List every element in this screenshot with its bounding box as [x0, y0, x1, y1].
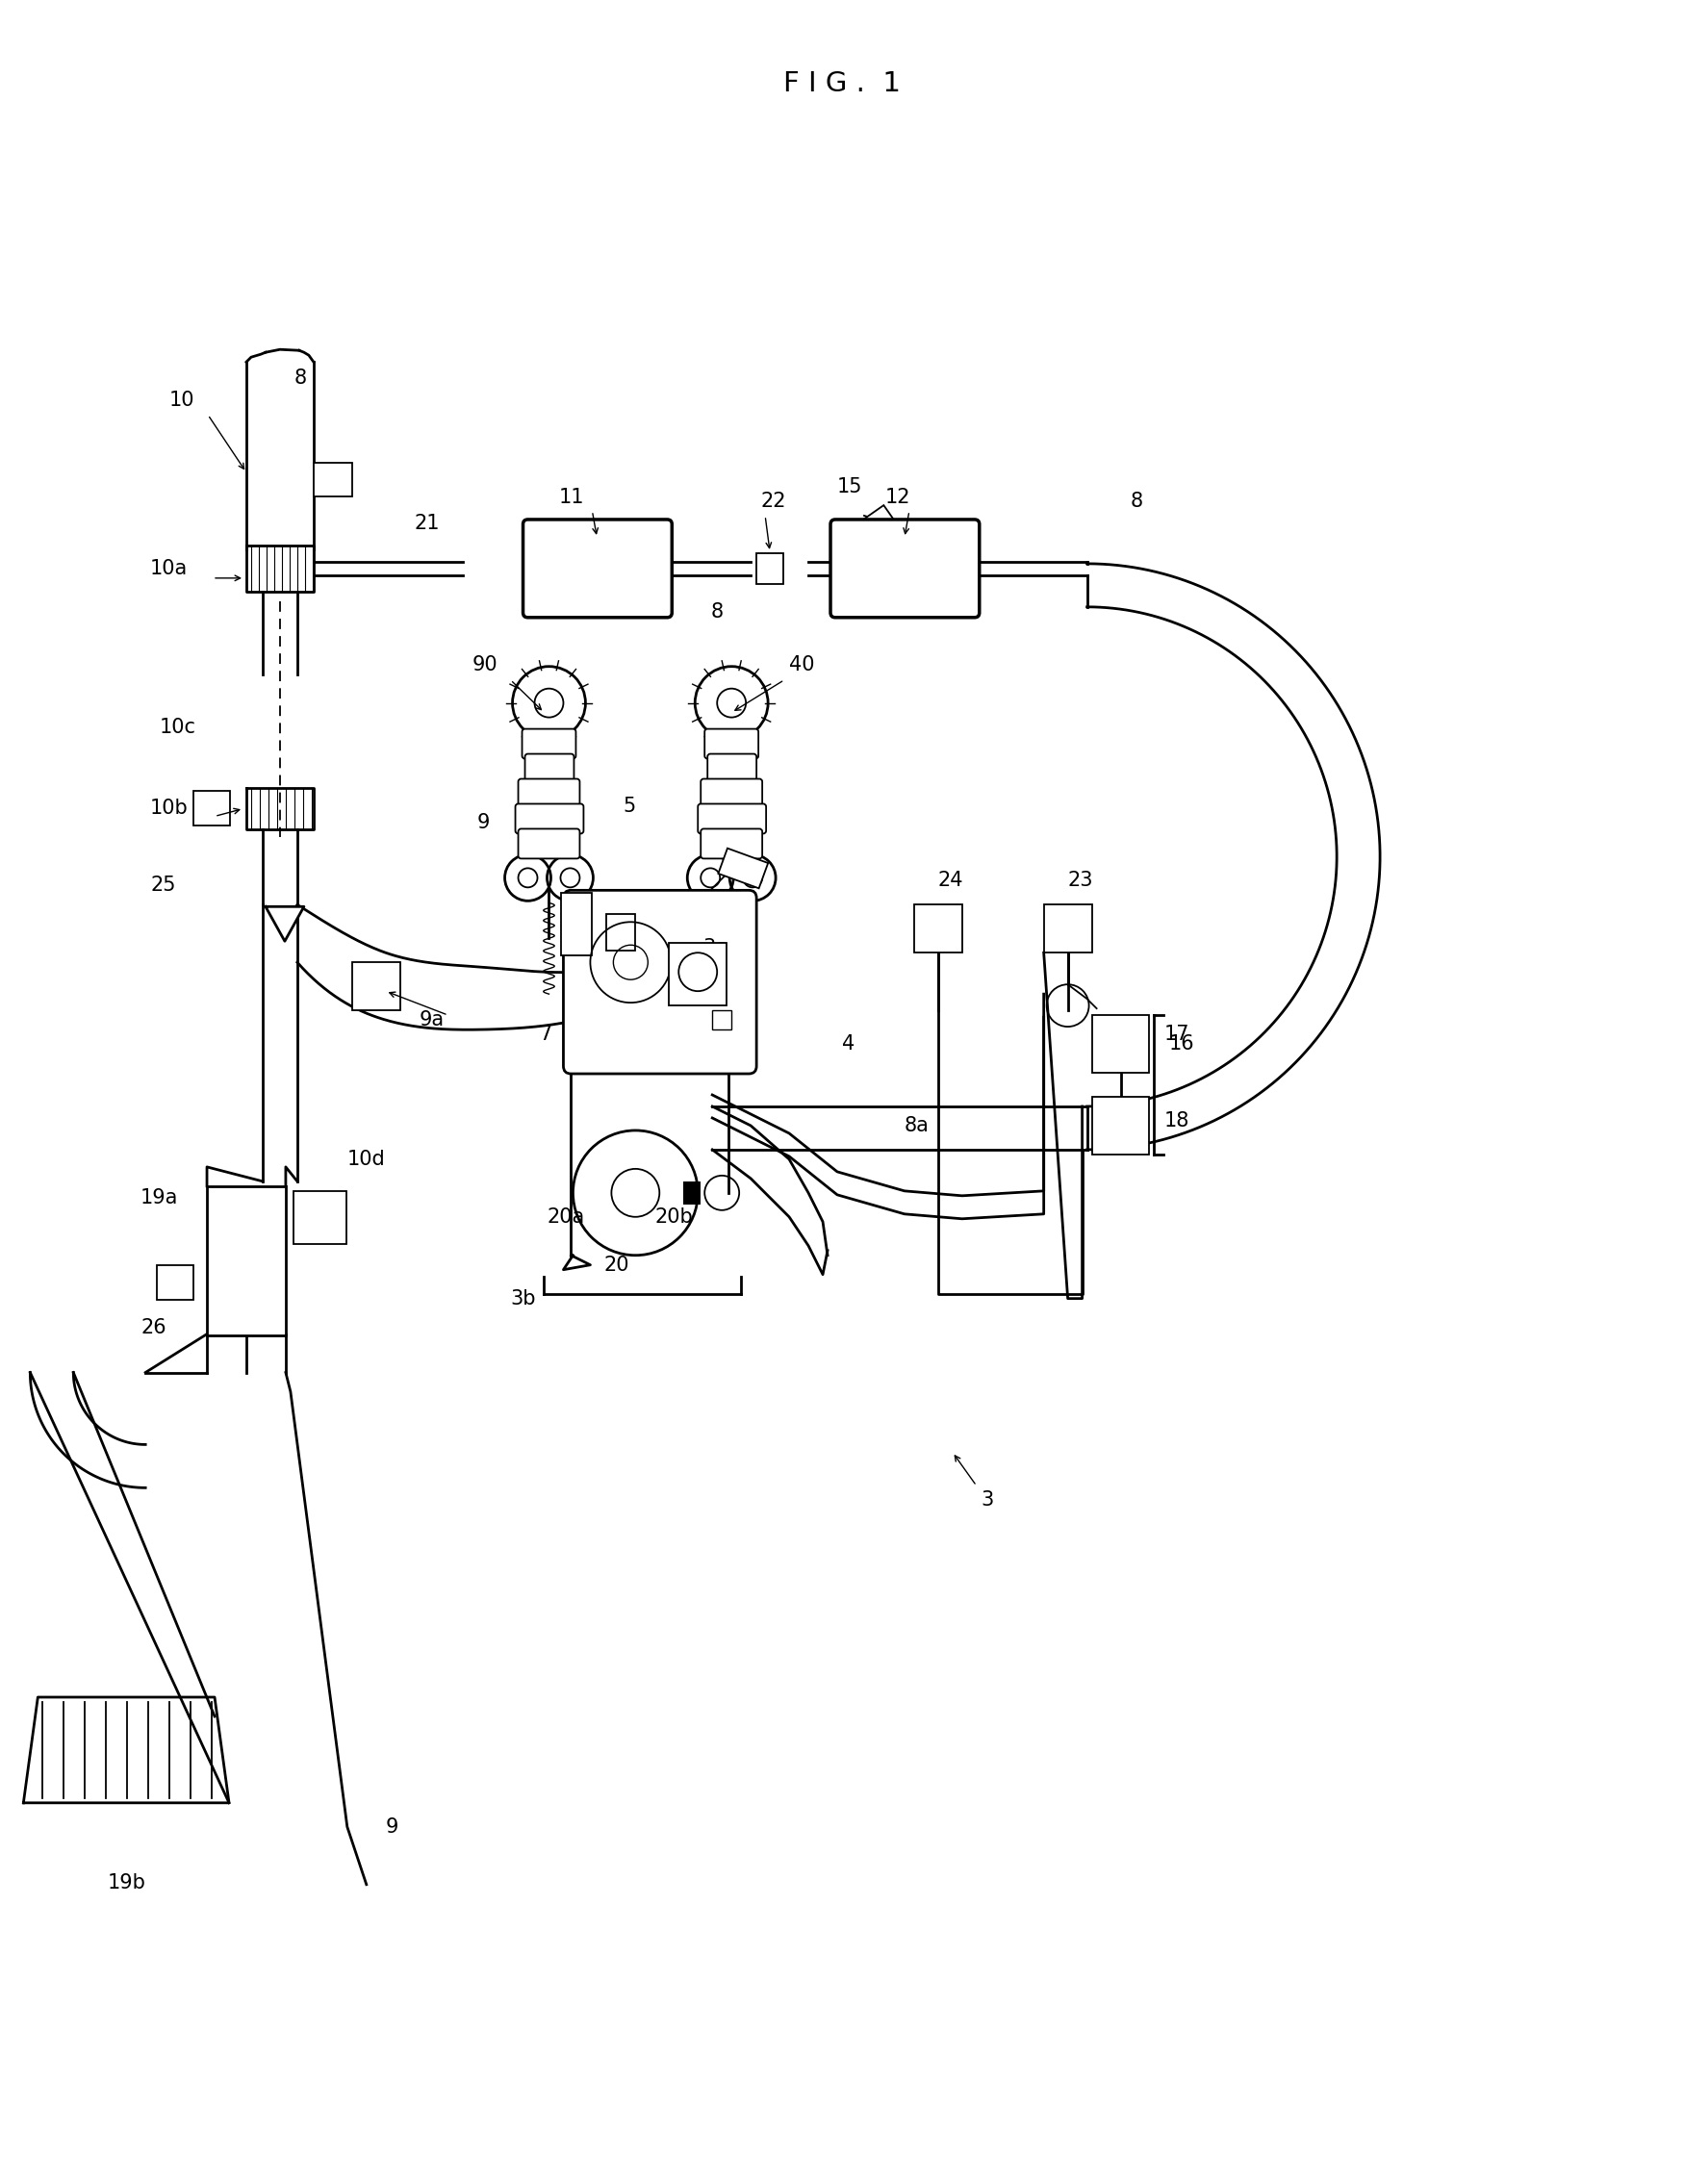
Text: 3b: 3b — [510, 1289, 536, 1308]
Text: 20b: 20b — [655, 1208, 694, 1227]
Text: 3: 3 — [982, 1492, 994, 1509]
Text: 4: 4 — [842, 1035, 855, 1053]
Bar — [712, 1011, 731, 1029]
Text: 23: 23 — [1068, 871, 1093, 891]
Text: 7: 7 — [539, 1024, 552, 1044]
Text: 9a: 9a — [419, 1011, 445, 1029]
Text: 11: 11 — [559, 487, 584, 507]
Text: 8a: 8a — [904, 1116, 930, 1136]
Bar — [606, 915, 635, 950]
Bar — [313, 463, 352, 496]
Text: 3c: 3c — [702, 939, 726, 957]
FancyBboxPatch shape — [519, 828, 579, 858]
FancyBboxPatch shape — [564, 891, 756, 1075]
Text: 5: 5 — [623, 797, 635, 817]
Text: 8: 8 — [711, 603, 724, 620]
Text: 15: 15 — [837, 478, 862, 496]
Bar — [684, 1182, 701, 1203]
Text: 24: 24 — [938, 871, 963, 891]
FancyBboxPatch shape — [707, 753, 756, 784]
Text: 10b: 10b — [150, 799, 189, 819]
Bar — [194, 791, 231, 826]
Text: 16: 16 — [1169, 1035, 1194, 1053]
Text: 10d: 10d — [347, 1149, 386, 1168]
FancyBboxPatch shape — [830, 520, 980, 618]
Bar — [293, 1190, 347, 1243]
FancyBboxPatch shape — [704, 729, 758, 758]
Text: 26: 26 — [141, 1317, 167, 1337]
FancyBboxPatch shape — [719, 847, 768, 889]
Polygon shape — [24, 1697, 229, 1802]
FancyBboxPatch shape — [701, 828, 763, 858]
FancyBboxPatch shape — [515, 804, 584, 834]
Text: 17: 17 — [1164, 1024, 1189, 1044]
Text: 9: 9 — [477, 812, 490, 832]
Text: 18: 18 — [1164, 1112, 1189, 1131]
FancyBboxPatch shape — [701, 780, 763, 808]
FancyBboxPatch shape — [522, 729, 576, 758]
Text: 8: 8 — [295, 369, 306, 389]
Polygon shape — [266, 906, 305, 941]
Text: 40: 40 — [790, 655, 815, 675]
Text: 10c: 10c — [160, 716, 197, 736]
Bar — [669, 943, 727, 1005]
Bar — [561, 893, 593, 957]
Text: 22: 22 — [761, 491, 786, 511]
Text: 25: 25 — [150, 876, 175, 895]
Bar — [914, 904, 962, 952]
Text: 6: 6 — [712, 972, 726, 992]
Bar — [157, 1265, 194, 1299]
Text: 12: 12 — [886, 487, 911, 507]
Bar — [1091, 1016, 1150, 1072]
FancyBboxPatch shape — [697, 804, 766, 834]
Text: 8: 8 — [1130, 491, 1143, 511]
Bar — [207, 1186, 286, 1334]
FancyBboxPatch shape — [519, 780, 579, 808]
Text: 19a: 19a — [141, 1188, 179, 1208]
Bar — [352, 963, 401, 1011]
Bar — [1091, 1096, 1150, 1155]
FancyBboxPatch shape — [525, 753, 574, 784]
Text: 20a: 20a — [547, 1208, 584, 1227]
Text: 10a: 10a — [150, 559, 189, 579]
Text: 20: 20 — [603, 1256, 628, 1275]
Bar — [1044, 904, 1091, 952]
Text: 90: 90 — [472, 655, 498, 675]
Text: 19b: 19b — [108, 1874, 145, 1891]
Text: F I G .  1: F I G . 1 — [783, 70, 901, 96]
Text: 10: 10 — [170, 391, 195, 411]
Text: 21: 21 — [414, 513, 440, 533]
Bar — [756, 553, 783, 583]
FancyBboxPatch shape — [524, 520, 672, 618]
Text: 9: 9 — [386, 1817, 399, 1837]
FancyBboxPatch shape — [849, 505, 898, 550]
